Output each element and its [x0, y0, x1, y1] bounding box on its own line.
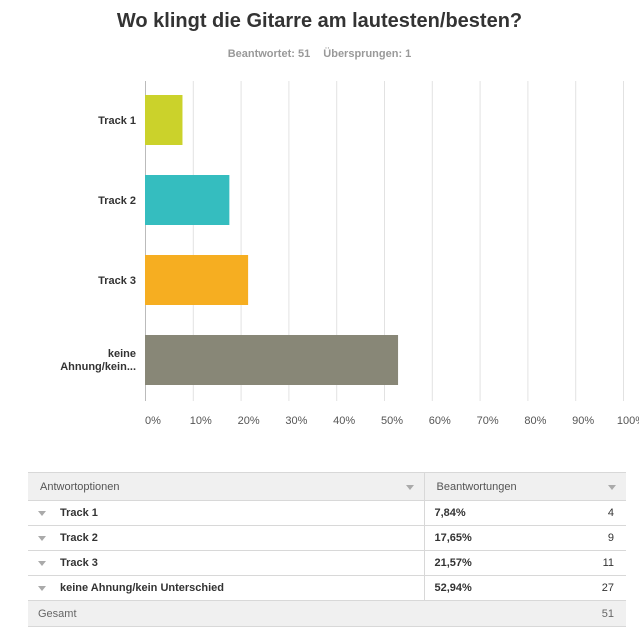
x-tick-label: 100% [617, 415, 639, 427]
category-label: Track 3 [98, 275, 136, 287]
x-tick-label: 80% [524, 415, 546, 427]
total-label: Gesamt [28, 600, 424, 627]
expand-arrow-icon[interactable] [38, 560, 46, 566]
bar[interactable] [145, 335, 399, 385]
table-row: Track 1 7,84% 4 [28, 500, 626, 526]
category-label: Track 1 [98, 115, 136, 127]
sort-arrow-icon[interactable] [608, 485, 616, 490]
x-tick-label: 90% [572, 415, 594, 427]
x-tick-label: 10% [190, 415, 212, 427]
x-tick-label: 40% [333, 415, 355, 427]
answered-count: Beantwortet: 51 [227, 48, 311, 60]
answer-option-label: keine Ahnung/kein Unterschied [60, 582, 225, 594]
category-label: Ahnung/kein... [60, 361, 136, 373]
expand-arrow-icon[interactable] [38, 535, 46, 541]
response-count: 27 [601, 582, 614, 594]
x-tick-label: 60% [429, 415, 451, 427]
bar[interactable] [145, 175, 230, 225]
header-responses[interactable]: Beantwortungen [424, 472, 626, 501]
answer-option-label: Track 1 [60, 507, 98, 519]
bar[interactable] [145, 255, 249, 305]
answer-option-label: Track 3 [60, 557, 98, 569]
header-responses-label: Beantwortungen [436, 480, 517, 493]
bar-chart: 0% 10% 20% 30% 40% 50% 60% 70% 80% 90% 100% Track 1… [60, 81, 639, 427]
category-label: keine [108, 348, 136, 360]
header-answer-options[interactable]: Antwortoptionen [28, 472, 425, 501]
table-header-row: Antwortoptionen Beantwortungen [28, 472, 626, 501]
expand-arrow-icon[interactable] [38, 585, 46, 591]
response-count: 11 [602, 557, 614, 569]
x-tick-label: 0% [145, 415, 161, 427]
answer-option-label: Track 2 [60, 532, 98, 544]
question-title: Wo klingt die Gitarre am lautesten/beste… [116, 10, 523, 32]
answer-option-cell: keine Ahnung/kein Unterschied [28, 575, 425, 601]
sort-arrow-icon[interactable] [405, 485, 414, 490]
response-cell: 7,84% 4 [424, 500, 626, 526]
bar[interactable] [145, 95, 183, 145]
header-answer-options-label: Antwortoptionen [40, 480, 120, 493]
category-label: Track 2 [98, 195, 136, 207]
response-cell: 17,65% 9 [424, 525, 626, 551]
results-table: Antwortoptionen Beantwortungen Track 1 7,… [28, 472, 626, 627]
response-percent: 52,94% [434, 582, 472, 594]
answer-option-cell: Track 2 [28, 525, 425, 551]
response-percent: 17,65% [434, 532, 472, 544]
expand-arrow-icon[interactable] [38, 510, 46, 516]
x-tick-label: 20% [238, 415, 260, 427]
skipped-count: Übersprungen: 1 [323, 48, 412, 60]
response-count: 4 [607, 507, 614, 519]
table-row: keine Ahnung/kein Unterschied 52,94% 27 [28, 575, 626, 601]
x-tick-label: 50% [381, 415, 403, 427]
total-row: Gesamt 51 [28, 600, 626, 627]
response-count: 9 [607, 532, 614, 544]
response-percent: 7,84% [434, 507, 466, 519]
answer-option-cell: Track 1 [28, 500, 425, 526]
table-row: Track 2 17,65% 9 [28, 525, 626, 551]
response-cell: 52,94% 27 [424, 575, 626, 601]
x-tick-label: 70% [477, 415, 499, 427]
total-value: 51 [424, 600, 626, 627]
response-percent: 21,57% [434, 557, 472, 569]
response-summary: Beantwortet: 51 Übersprungen: 1 [0, 48, 639, 60]
x-tick-label: 30% [285, 415, 307, 427]
response-cell: 21,57% 11 [424, 550, 626, 576]
table-row: Track 3 21,57% 11 [28, 550, 626, 576]
answer-option-cell: Track 3 [28, 550, 425, 576]
